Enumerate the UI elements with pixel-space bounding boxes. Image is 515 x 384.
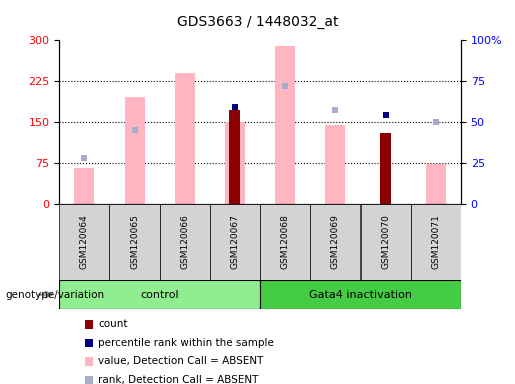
Bar xyxy=(275,46,295,204)
Bar xyxy=(59,204,109,280)
Text: count: count xyxy=(98,319,128,329)
Text: rank, Detection Call = ABSENT: rank, Detection Call = ABSENT xyxy=(98,375,259,384)
Text: GDS3663 / 1448032_at: GDS3663 / 1448032_at xyxy=(177,15,338,29)
Bar xyxy=(74,168,94,204)
Text: GSM120071: GSM120071 xyxy=(432,215,440,269)
Bar xyxy=(125,98,145,204)
Text: GSM120067: GSM120067 xyxy=(231,215,239,269)
Text: GSM120070: GSM120070 xyxy=(381,215,390,269)
Text: Gata4 inactivation: Gata4 inactivation xyxy=(309,290,412,300)
Bar xyxy=(426,164,446,204)
Bar xyxy=(59,280,260,309)
Bar xyxy=(310,204,360,280)
Text: value, Detection Call = ABSENT: value, Detection Call = ABSENT xyxy=(98,356,264,366)
Text: GSM120064: GSM120064 xyxy=(80,215,89,269)
Text: GSM120065: GSM120065 xyxy=(130,215,139,269)
Bar xyxy=(410,204,461,280)
Text: percentile rank within the sample: percentile rank within the sample xyxy=(98,338,274,348)
Text: genotype/variation: genotype/variation xyxy=(5,290,104,300)
Bar xyxy=(109,204,160,280)
Text: GSM120069: GSM120069 xyxy=(331,215,340,269)
Bar xyxy=(380,133,391,204)
Bar xyxy=(160,204,210,280)
Bar xyxy=(175,73,195,204)
Bar xyxy=(210,204,260,280)
Bar xyxy=(230,110,241,204)
Bar xyxy=(225,122,245,204)
Bar xyxy=(260,204,310,280)
Bar xyxy=(260,280,461,309)
Bar xyxy=(360,204,410,280)
Text: GSM120068: GSM120068 xyxy=(281,215,289,269)
Bar xyxy=(325,125,346,204)
Text: control: control xyxy=(140,290,179,300)
Text: GSM120066: GSM120066 xyxy=(180,215,189,269)
